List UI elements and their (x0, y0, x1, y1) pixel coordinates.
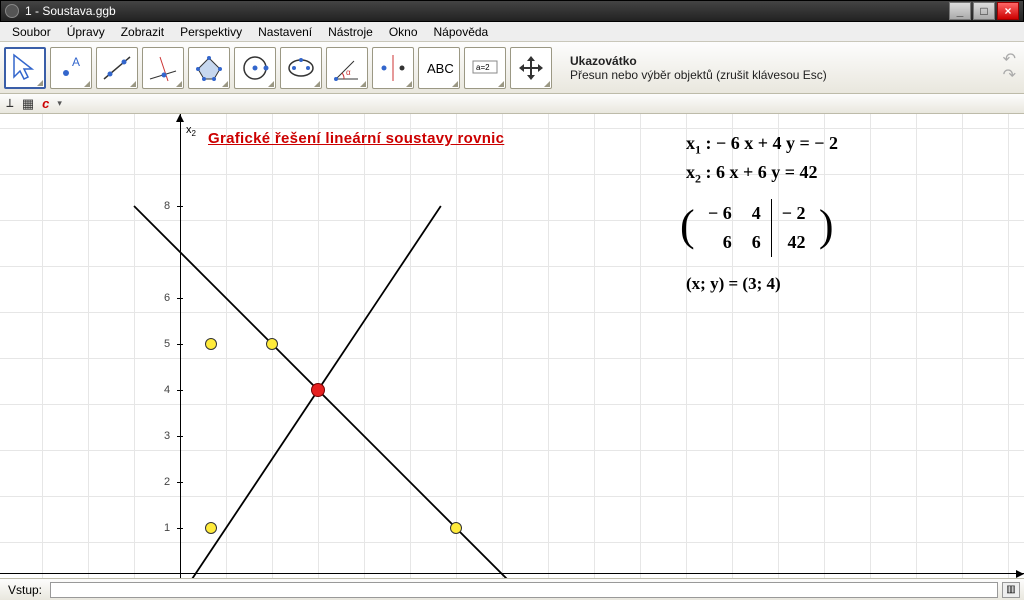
c-element[interactable]: c (42, 96, 49, 111)
input-label: Vstup: (4, 583, 46, 597)
app-icon (5, 4, 19, 18)
undo-icon[interactable]: ↶ (1003, 53, 1016, 67)
pt-b[interactable] (266, 338, 278, 350)
svg-text:α: α (346, 68, 351, 77)
svg-text:ABC: ABC (427, 61, 454, 76)
equation-2: x2 : 6 x + 6 y = 42 (686, 159, 838, 188)
menu-napoveda[interactable]: Nápověda (426, 23, 497, 41)
tool-description: Ukazovátko Přesun nebo výběr objektů (zr… (570, 54, 827, 82)
pt-c[interactable] (205, 522, 217, 534)
tool-move[interactable] (4, 47, 46, 89)
input-dropdown-icon[interactable]: ▥ (1002, 582, 1020, 598)
tool-reflect[interactable] (372, 47, 414, 89)
tool-perpendicular[interactable] (142, 47, 184, 89)
svg-text:a=2: a=2 (476, 63, 490, 72)
ytick-6: 6 (164, 292, 170, 304)
ytick-1: 1 (164, 522, 170, 534)
menu-soubor[interactable]: Soubor (4, 23, 59, 41)
dropdown-icon[interactable]: ▾ (57, 98, 62, 109)
menu-okno[interactable]: Okno (381, 23, 426, 41)
pt-int[interactable] (311, 383, 325, 397)
tool-ellipse[interactable] (280, 47, 322, 89)
close-button[interactable]: × (997, 2, 1019, 20)
menubar: Soubor Úpravy Zobrazit Perspektivy Nasta… (0, 22, 1024, 42)
maximize-button[interactable]: □ (973, 2, 995, 20)
tool-move-view[interactable] (510, 47, 552, 89)
chart-lines (0, 114, 1024, 578)
menu-perspektivy[interactable]: Perspektivy (172, 23, 250, 41)
undo-redo: ↶ ↷ (1003, 53, 1020, 83)
window-title: 1 - Soustava.ggb (25, 4, 947, 18)
pt-d[interactable] (450, 522, 462, 534)
augmented-matrix: − 64− 2 6642 (686, 199, 828, 257)
menu-nastaveni[interactable]: Nastavení (250, 23, 320, 41)
equations-panel: x1 : − 6 x + 4 y = − 2 x2 : 6 x + 6 y = … (686, 130, 838, 297)
line-x2[interactable] (134, 206, 548, 578)
ytick-4: 4 (164, 384, 170, 396)
titlebar: 1 - Soustava.ggb _ □ × (0, 0, 1024, 22)
svg-text:A: A (72, 55, 80, 69)
redo-icon[interactable]: ↷ (1003, 69, 1016, 83)
tool-subtitle: Přesun nebo výběr objektů (zrušit kláves… (570, 68, 827, 82)
ytick-8: 8 (164, 200, 170, 212)
menu-nastroje[interactable]: Nástroje (320, 23, 381, 41)
ytick-3: 3 (164, 430, 170, 442)
graph-view[interactable]: x2 Grafické řešení lineární soustavy rov… (0, 114, 1024, 578)
tool-point[interactable]: A (50, 47, 92, 89)
tool-text[interactable]: ABC (418, 47, 460, 89)
tool-slider[interactable]: a=2 (464, 47, 506, 89)
toggle-axes-icon[interactable]: ⊥ (6, 96, 14, 111)
menu-zobrazit[interactable]: Zobrazit (113, 23, 172, 41)
tool-title: Ukazovátko (570, 54, 827, 68)
pt-a[interactable] (205, 338, 217, 350)
toolbar: A α ABC a=2 Ukazovátko Přesun nebo výběr… (0, 42, 1024, 94)
tool-circle[interactable] (234, 47, 276, 89)
viewbar: ⊥ ▦ c ▾ (0, 94, 1024, 114)
tool-polygon[interactable] (188, 47, 230, 89)
tool-angle[interactable]: α (326, 47, 368, 89)
input-bar: Vstup: ▥ (0, 578, 1024, 600)
equation-1: x1 : − 6 x + 4 y = − 2 (686, 130, 838, 159)
ytick-2: 2 (164, 476, 170, 488)
menu-upravy[interactable]: Úpravy (59, 23, 113, 41)
minimize-button[interactable]: _ (949, 2, 971, 20)
command-input[interactable] (50, 582, 998, 598)
line-x1[interactable] (111, 206, 441, 578)
solution-text: (x; y) = (3; 4) (686, 271, 838, 297)
toggle-grid-icon[interactable]: ▦ (22, 96, 34, 112)
ytick-5: 5 (164, 338, 170, 350)
tool-line[interactable] (96, 47, 138, 89)
